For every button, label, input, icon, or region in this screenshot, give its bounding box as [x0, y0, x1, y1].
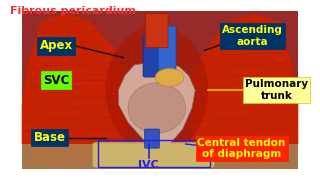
Text: Fibrous pericardium: Fibrous pericardium — [10, 6, 135, 16]
Text: Apex: Apex — [39, 39, 73, 52]
Polygon shape — [192, 14, 298, 166]
Ellipse shape — [155, 68, 184, 86]
Text: Base: Base — [34, 131, 66, 144]
Text: Ascending
aorta: Ascending aorta — [222, 25, 283, 47]
FancyBboxPatch shape — [158, 26, 176, 73]
Polygon shape — [22, 14, 128, 166]
FancyBboxPatch shape — [22, 144, 298, 169]
FancyBboxPatch shape — [22, 11, 298, 169]
Text: Pulmonary
trunk: Pulmonary trunk — [245, 79, 308, 101]
Text: SVC: SVC — [43, 74, 69, 87]
FancyBboxPatch shape — [146, 14, 168, 48]
Ellipse shape — [128, 83, 186, 133]
Ellipse shape — [106, 25, 208, 155]
FancyBboxPatch shape — [22, 11, 298, 169]
Polygon shape — [118, 63, 195, 144]
Text: Central tendon
of diaphragm: Central tendon of diaphragm — [197, 138, 286, 159]
Text: IVC: IVC — [139, 160, 159, 170]
FancyBboxPatch shape — [145, 129, 159, 148]
FancyBboxPatch shape — [93, 142, 214, 167]
FancyBboxPatch shape — [143, 35, 166, 77]
